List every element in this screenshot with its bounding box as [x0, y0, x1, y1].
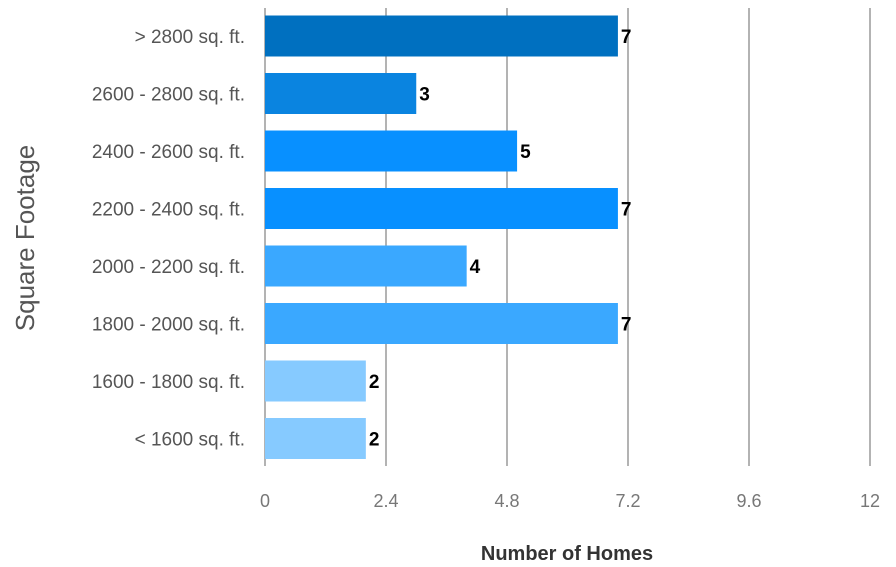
- bar: [265, 73, 417, 114]
- x-tick-label: 2.4: [373, 491, 398, 511]
- bar: [265, 15, 618, 57]
- x-tick-label: 7.2: [615, 491, 640, 511]
- category-labels: > 2800 sq. ft. 2600 - 2800 sq. ft. 2400 - …: [92, 27, 245, 451]
- category-label: 1800 - 2000 sq. ft.: [92, 315, 245, 336]
- value-label: 5: [520, 142, 531, 163]
- value-label: 3: [419, 85, 430, 106]
- category-label: 2600 - 2800 sq. ft.: [92, 85, 245, 106]
- value-label: 2: [369, 372, 380, 393]
- value-label: 4: [470, 257, 481, 278]
- value-label: 7: [621, 315, 632, 336]
- y-axis-title: Square Footage: [10, 145, 40, 331]
- x-tick-labels: 0 2.4 4.8 7.2 9.6 12: [260, 491, 880, 511]
- value-label: 7: [621, 27, 632, 48]
- bar: [265, 188, 618, 229]
- bars: [265, 15, 618, 459]
- category-label: 1600 - 1800 sq. ft.: [92, 372, 245, 393]
- x-tick-label: 0: [260, 491, 270, 511]
- x-tick-label: 12: [860, 491, 880, 511]
- x-tick-label: 4.8: [494, 491, 519, 511]
- bar: [265, 418, 366, 459]
- category-label: 2000 - 2200 sq. ft.: [92, 257, 245, 278]
- category-label: 2400 - 2600 sq. ft.: [92, 142, 245, 163]
- value-labels: 7 3 5 7 4 7 2 2: [369, 27, 632, 451]
- bar: [265, 303, 618, 344]
- value-label: 7: [621, 200, 632, 221]
- x-tick-label: 9.6: [736, 491, 761, 511]
- category-label: > 2800 sq. ft.: [135, 27, 245, 48]
- value-label: 2: [369, 430, 380, 451]
- category-label: 2200 - 2400 sq. ft.: [92, 200, 245, 221]
- bar: [265, 130, 518, 172]
- bar: [265, 245, 467, 287]
- bar: [265, 360, 366, 402]
- x-axis-title: Number of Homes: [481, 543, 653, 565]
- category-label: < 1600 sq. ft.: [135, 430, 245, 451]
